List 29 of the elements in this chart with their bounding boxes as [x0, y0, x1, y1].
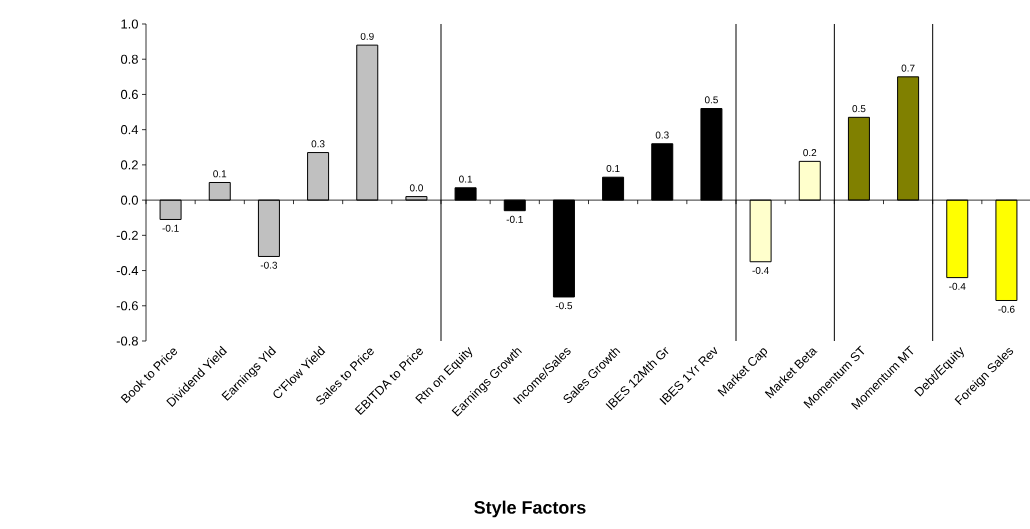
y-tick-label: 1.0	[121, 19, 138, 29]
data-label: 0.9	[360, 32, 374, 40]
data-label: 0.3	[311, 140, 325, 148]
data-label: -0.4	[752, 266, 769, 274]
y-tick-label: -0.2	[116, 230, 138, 240]
data-label: -0.5	[555, 302, 573, 310]
y-tick-label: -0.8	[116, 336, 138, 346]
y-tick-label: -0.4	[116, 265, 139, 276]
data-label: 0.5	[852, 105, 866, 113]
y-tick-label: -0.6	[116, 301, 138, 311]
x-axis-title: Style Factors	[474, 500, 586, 518]
data-label: -0.4	[949, 282, 966, 290]
y-tick-label: 0.8	[120, 54, 138, 64]
data-label: 0.2	[803, 149, 817, 157]
data-label: 0.7	[901, 64, 915, 72]
data-label: 0.0	[409, 184, 423, 192]
data-label: 0.1	[459, 175, 473, 183]
data-label: -0.3	[260, 261, 278, 269]
data-label: -0.1	[162, 224, 179, 232]
data-label: 0.3	[655, 131, 669, 139]
data-label: 0.1	[606, 164, 620, 173]
data-label: -0.1	[506, 215, 523, 223]
y-tick-label: 0.4	[120, 125, 139, 135]
y-tick-label: 0.6	[120, 89, 138, 100]
y-tick-label: 0.0	[120, 195, 138, 205]
data-label: -0.6	[998, 305, 1015, 313]
data-label: 0.1	[213, 170, 227, 178]
data-label: 0.5	[704, 96, 718, 104]
y-tick-label: 0.2	[120, 160, 138, 170]
